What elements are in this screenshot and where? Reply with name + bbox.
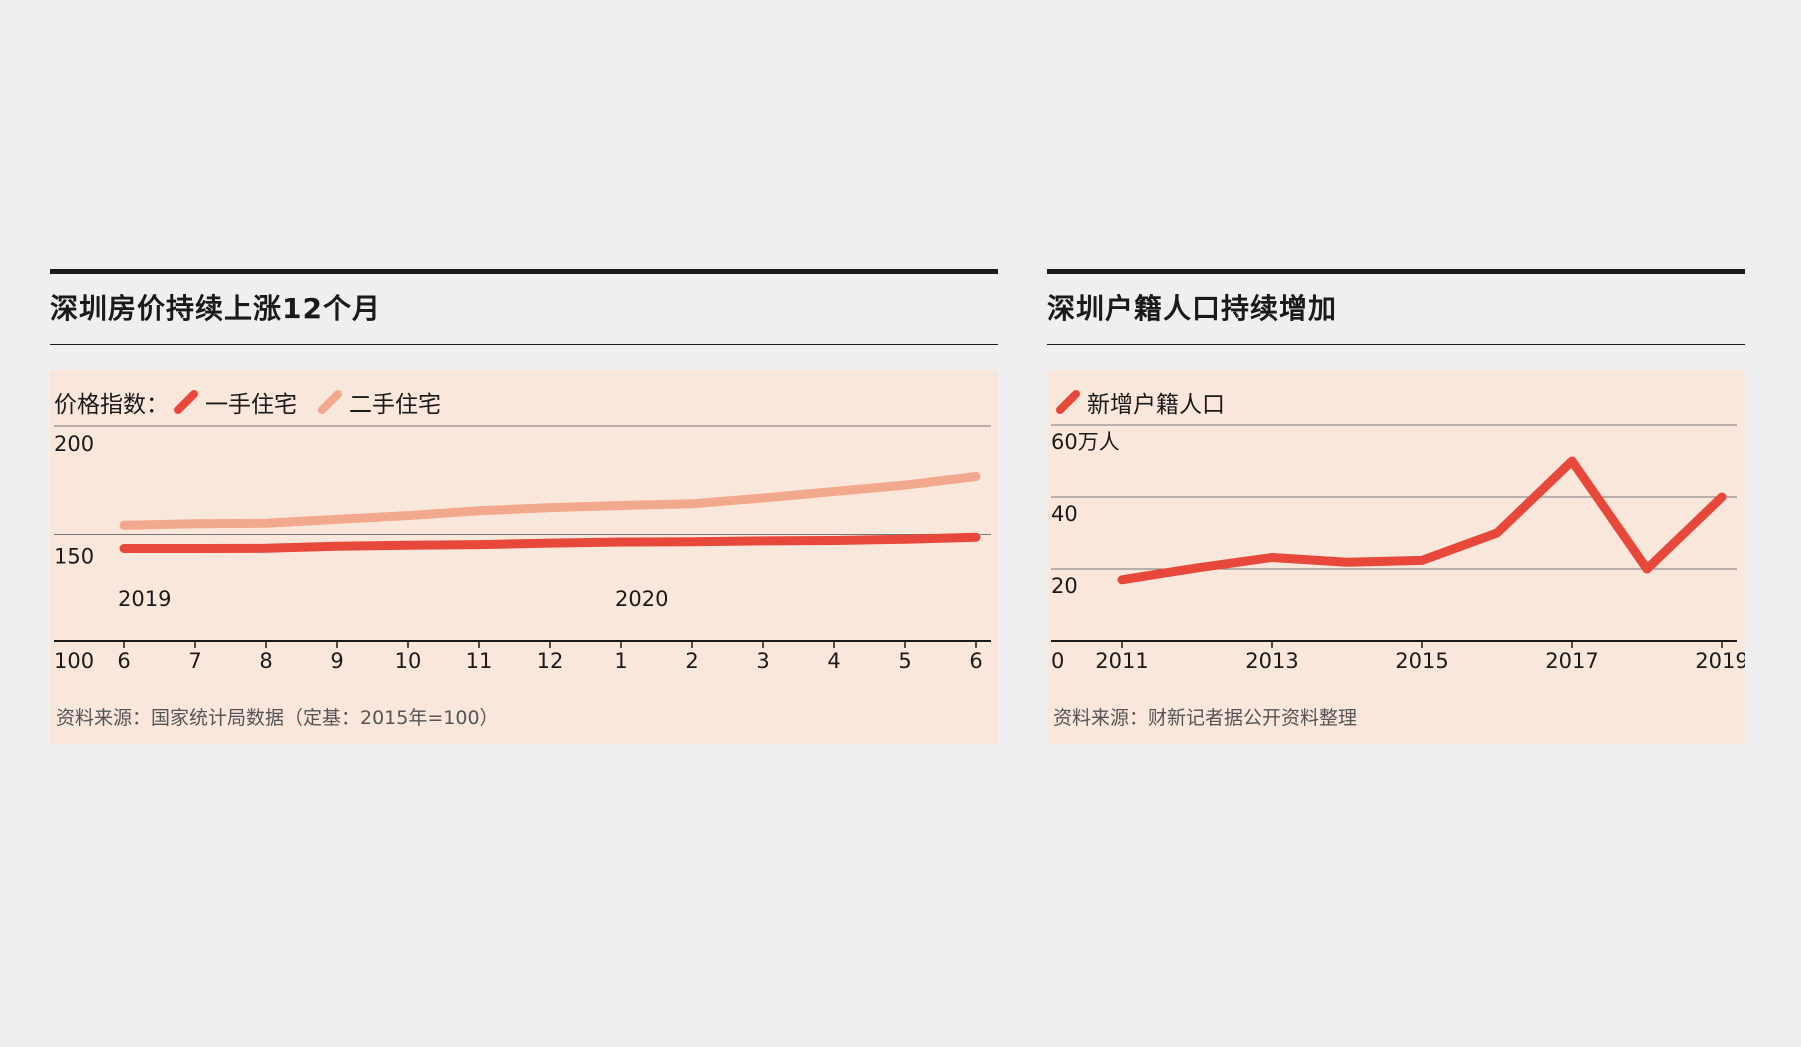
x-tick-label: 1: [614, 649, 627, 673]
series-line-new-home: [119, 532, 981, 553]
x-tick-label: 2017: [1545, 649, 1598, 673]
population-plot: 60万人 40 20 0 2011 2013 2015 2017 2019: [1051, 424, 1745, 673]
y-tick-label: 100: [54, 649, 94, 673]
chart-title: 深圳户籍人口持续增加: [1047, 274, 1745, 345]
legend: 新增户籍人口: [1051, 382, 1241, 422]
y-tick-label: 20: [1051, 574, 1078, 598]
series-line-population: [1117, 456, 1727, 585]
legend-swatch-resale-home: [318, 390, 342, 414]
y-tick-label: 150: [54, 545, 94, 569]
legend-label-new-home: 一手住宅: [205, 392, 297, 418]
source-note: 资料来源：国家统计局数据（定基：2015年=100）: [56, 707, 499, 729]
y-tick-label: 200: [54, 432, 94, 456]
price-chart-panel: 深圳房价持续上涨12个月 价格指数： 一手住宅 二手住宅 200 150 100 6 7…: [50, 269, 998, 744]
x-tick-label: 12: [537, 649, 564, 673]
x-tick-label: 10: [395, 649, 422, 673]
legend-swatch-population: [1056, 390, 1080, 414]
legend-item-population: 新增户籍人口: [1051, 385, 1225, 419]
x-tick-label: 3: [756, 649, 769, 673]
x-tick-label: 7: [188, 649, 201, 673]
population-chart-panel: 深圳户籍人口持续增加 新增户籍人口 60万人 40 20 0 2011 2013 2015 2…: [1047, 269, 1745, 744]
legend-label-resale-home: 二手住宅: [349, 392, 441, 418]
x-tick-label: 2013: [1245, 649, 1298, 673]
x-tick-label: 6: [117, 649, 130, 673]
x-tick-label: 8: [259, 649, 272, 673]
series-line-resale-home: [119, 472, 981, 530]
y-tick-label: 60万人: [1051, 430, 1120, 454]
chart-title: 深圳房价持续上涨12个月: [50, 274, 998, 345]
x-tick-label: 2011: [1095, 649, 1148, 673]
x-tick-label: 2: [685, 649, 698, 673]
x-tick-label: 6: [969, 649, 982, 673]
legend-swatch-new-home: [174, 390, 198, 414]
y-tick-label: 0: [1051, 649, 1064, 673]
x-tick-label: 2019: [1695, 649, 1745, 673]
year-label: 2019: [118, 587, 171, 611]
x-tick-label: 4: [827, 649, 840, 673]
x-tick-label: 5: [898, 649, 911, 673]
y-tick-label: 40: [1051, 502, 1078, 526]
year-label: 2020: [615, 587, 668, 611]
chart-area: 价格指数： 一手住宅 二手住宅 200 150 100 6 7 8 9 10 11 12 1 2 3 4 5…: [50, 370, 998, 744]
top-rule: [50, 269, 998, 274]
source-note: 资料来源：财新记者据公开资料整理: [1053, 707, 1358, 729]
x-tick-label: 11: [466, 649, 493, 673]
legend: 价格指数： 一手住宅 二手住宅: [54, 382, 457, 422]
x-tick-label: 9: [330, 649, 343, 673]
top-rule: [1047, 269, 1745, 274]
legend-item-resale-home: 二手住宅: [313, 385, 441, 419]
legend-label-population: 新增户籍人口: [1087, 392, 1225, 418]
x-tick-label: 2015: [1395, 649, 1448, 673]
legend-item-new-home: 一手住宅: [169, 385, 297, 419]
chart-area: 新增户籍人口 60万人 40 20 0 2011 2013 2015 2017 2019 资料来…: [1047, 370, 1745, 744]
legend-prefix: 价格指数：: [54, 392, 169, 418]
